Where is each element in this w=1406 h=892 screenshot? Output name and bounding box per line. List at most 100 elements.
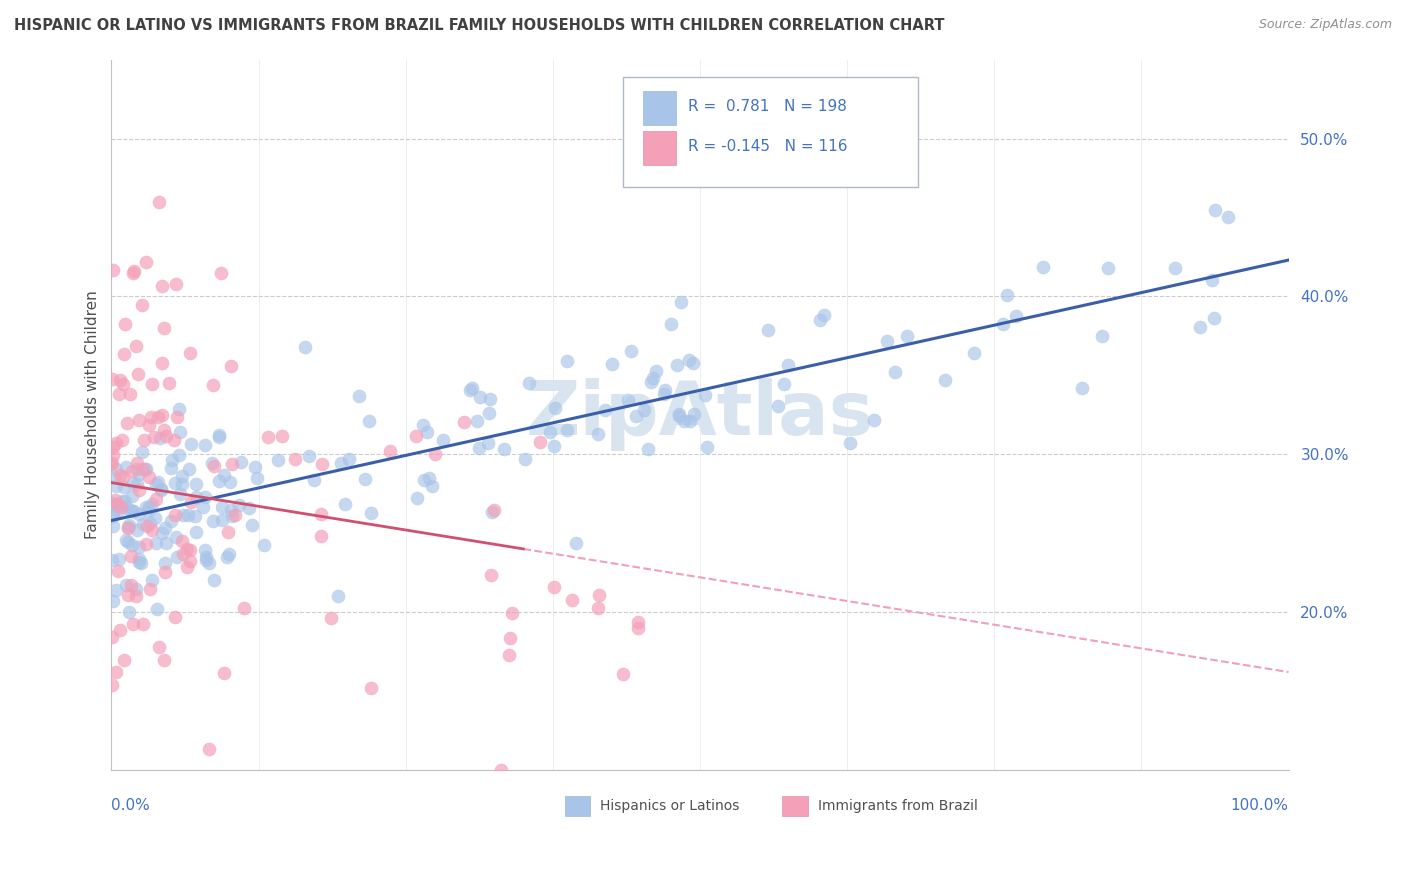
Text: Source: ZipAtlas.com: Source: ZipAtlas.com [1258, 18, 1392, 31]
Point [112, 377, 135, 392]
Point [963, 346, 986, 360]
Point [311, 507, 333, 521]
Point [695, 387, 717, 401]
Point [202, 377, 225, 392]
Point [479, 392, 502, 406]
Point [418, 471, 440, 485]
Point [125, 523, 148, 537]
Point [619, 344, 641, 359]
Point [813, 308, 835, 322]
Point [652, 387, 675, 401]
Point [991, 318, 1014, 332]
Point [633, 403, 655, 417]
Point [665, 358, 688, 372]
Point [179, 346, 201, 360]
Point [139, 516, 162, 530]
Point [172, 508, 194, 522]
Point [184, 490, 207, 504]
Point [145, 491, 167, 506]
Point [138, 582, 160, 596]
Point [659, 317, 682, 331]
Point [141, 523, 163, 537]
Point [304, 473, 326, 487]
Point [155, 429, 177, 443]
Point [243, 459, 266, 474]
Text: 0.0%: 0.0% [111, 798, 150, 814]
Point [105, 462, 128, 476]
Point [153, 653, 176, 667]
Point [155, 566, 177, 580]
Point [645, 364, 668, 378]
Point [150, 408, 173, 422]
Point [118, 503, 141, 517]
Point [152, 321, 174, 335]
Point [103, 594, 125, 608]
Point [157, 376, 180, 391]
Point [412, 473, 434, 487]
Point [122, 476, 145, 491]
Point [212, 467, 235, 482]
Point [112, 470, 135, 484]
Point [1202, 310, 1225, 325]
FancyBboxPatch shape [644, 130, 676, 165]
Point [134, 537, 156, 551]
Text: Hispanics or Latinos: Hispanics or Latinos [600, 799, 740, 814]
Point [202, 459, 225, 474]
Point [141, 573, 163, 587]
Point [995, 288, 1018, 302]
Text: R = -0.145   N = 116: R = -0.145 N = 116 [688, 139, 848, 154]
Point [127, 367, 149, 381]
Point [136, 519, 159, 533]
Point [232, 601, 254, 615]
Point [565, 536, 588, 550]
Point [169, 449, 191, 463]
Point [1091, 328, 1114, 343]
Point [422, 479, 444, 493]
Point [131, 298, 153, 312]
Point [593, 403, 616, 417]
Point [115, 533, 138, 548]
Point [101, 456, 124, 470]
Point [517, 376, 540, 391]
Point [107, 564, 129, 578]
Point [380, 444, 402, 458]
Point [201, 456, 224, 470]
Point [330, 456, 353, 470]
Point [150, 525, 173, 540]
Point [208, 430, 231, 444]
Point [773, 377, 796, 392]
Point [494, 442, 516, 457]
Point [108, 502, 131, 516]
Point [224, 508, 246, 522]
Point [501, 607, 523, 621]
Point [149, 431, 172, 445]
Point [349, 389, 371, 403]
Point [167, 401, 190, 416]
Point [478, 406, 501, 420]
Point [1201, 273, 1223, 287]
Point [165, 476, 187, 491]
Point [125, 589, 148, 603]
Point [108, 373, 131, 387]
Point [129, 557, 152, 571]
Point [529, 434, 551, 449]
Point [121, 465, 143, 479]
Point [101, 519, 124, 533]
Point [211, 513, 233, 527]
Point [169, 425, 191, 440]
Point [616, 392, 638, 407]
Y-axis label: Family Households with Children: Family Households with Children [86, 291, 100, 539]
Point [218, 547, 240, 561]
Point [294, 340, 316, 354]
Point [679, 414, 702, 428]
Point [246, 471, 269, 485]
Point [184, 476, 207, 491]
Point [311, 458, 333, 472]
Point [627, 621, 650, 635]
Point [1188, 319, 1211, 334]
Point [115, 500, 138, 515]
Point [112, 653, 135, 667]
Point [153, 424, 176, 438]
Point [127, 476, 149, 491]
Point [359, 414, 381, 428]
